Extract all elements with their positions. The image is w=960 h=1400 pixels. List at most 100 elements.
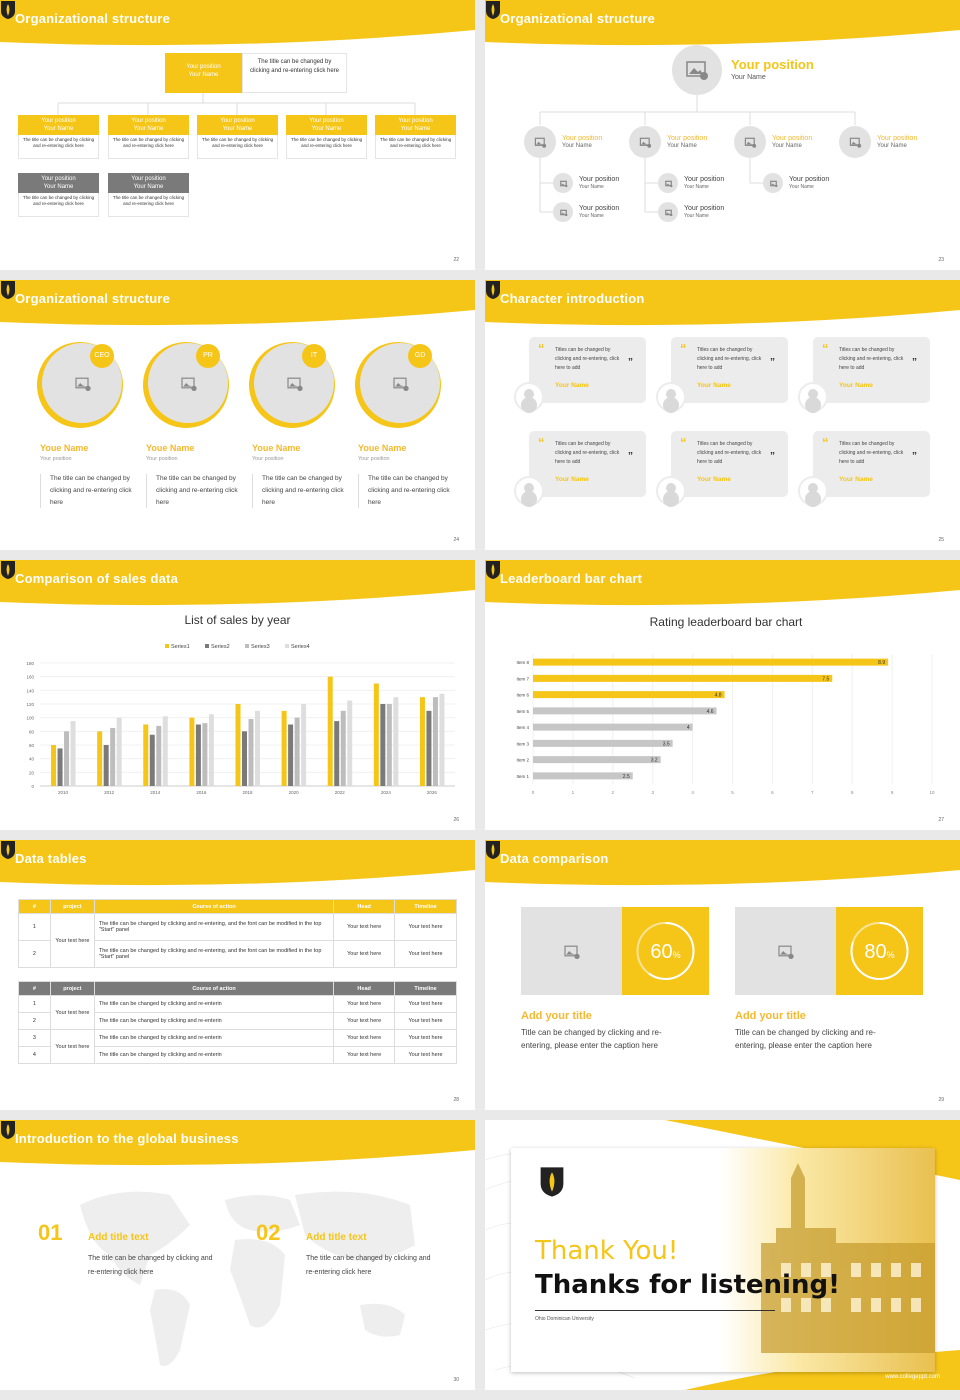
- bar-series1-2022[interactable]: [327, 676, 333, 786]
- bar-series3-2012[interactable]: [110, 727, 116, 786]
- col-header: Timeline: [394, 981, 457, 996]
- action-cell[interactable]: The title can be changed by clicking and…: [93, 1046, 335, 1064]
- bar-item-2[interactable]: [533, 756, 661, 764]
- bar-series2-2016[interactable]: [195, 724, 201, 787]
- x-tick-label: 9: [891, 790, 894, 795]
- head-cell[interactable]: Your text here: [333, 940, 396, 968]
- person-avatar[interactable]: [763, 173, 783, 193]
- bar-series3-2014[interactable]: [156, 725, 162, 786]
- bar-series2-2014[interactable]: [149, 734, 155, 786]
- website-url[interactable]: www.collegeppt.com: [885, 1374, 940, 1380]
- timeline-cell[interactable]: Your text here: [394, 940, 457, 968]
- project-cell[interactable]: Your text here: [49, 995, 95, 1030]
- bar-series2-2022[interactable]: [334, 721, 340, 786]
- action-cell[interactable]: The title can be changed by clicking and…: [93, 995, 335, 1013]
- timeline-cell[interactable]: Your text here: [394, 995, 457, 1013]
- bar-series3-2020[interactable]: [294, 717, 300, 786]
- image-placeholder[interactable]: [735, 907, 836, 995]
- position-box[interactable]: Your position Your Name: [286, 115, 367, 135]
- person-avatar[interactable]: [658, 173, 678, 193]
- bar-series3-2016[interactable]: [202, 723, 208, 786]
- timeline-cell[interactable]: Your text here: [394, 1046, 457, 1064]
- bar-series4-2012[interactable]: [116, 717, 122, 786]
- head-cell[interactable]: Your text here: [333, 995, 396, 1013]
- bar-series2-2024[interactable]: [380, 704, 386, 786]
- action-cell[interactable]: The title can be changed by clicking and…: [93, 1012, 335, 1030]
- bar-series4-2014[interactable]: [162, 716, 168, 786]
- top-position-box[interactable]: Your position Your Name: [165, 53, 242, 93]
- bar-item-7[interactable]: [533, 674, 833, 682]
- person-avatar[interactable]: [553, 173, 573, 193]
- quote-card[interactable]: “ Titles can be changed by clicking and r…: [813, 431, 930, 497]
- quote-card[interactable]: “ Titles can be changed by clicking and r…: [813, 337, 930, 403]
- project-cell[interactable]: Your text here: [49, 1029, 95, 1064]
- position-box[interactable]: Your position Your Name: [197, 115, 278, 135]
- action-cell[interactable]: The title can be changed by clicking and…: [93, 913, 335, 941]
- position-box[interactable]: Your position Your Name: [108, 115, 189, 135]
- top-avatar[interactable]: [672, 45, 722, 95]
- head-cell[interactable]: Your text here: [333, 913, 396, 941]
- quote-card[interactable]: “ Titles can be changed by clicking and r…: [671, 337, 788, 403]
- bar-item-8[interactable]: [533, 658, 889, 666]
- bar-series2-2010[interactable]: [57, 748, 63, 786]
- bar-series1-2024[interactable]: [373, 683, 379, 787]
- bar-series4-2018[interactable]: [255, 710, 260, 786]
- bar-series1-2018[interactable]: [235, 704, 241, 786]
- bar-item-6[interactable]: [533, 691, 725, 699]
- x-tick-label: 7: [811, 790, 814, 795]
- person-avatar[interactable]: [524, 126, 556, 158]
- person-avatar[interactable]: [658, 202, 678, 222]
- bar-series4-2016[interactable]: [208, 714, 214, 786]
- bar-series4-2020[interactable]: [301, 704, 307, 786]
- position-box[interactable]: Your position Your Name: [18, 115, 99, 135]
- bar-series1-2014[interactable]: [143, 724, 149, 787]
- person-avatar[interactable]: [629, 126, 661, 158]
- person-avatar[interactable]: [553, 202, 573, 222]
- position-box[interactable]: Your position Your Name: [18, 173, 99, 193]
- bar-series4-2022[interactable]: [347, 700, 353, 786]
- position-box[interactable]: Your position Your Name: [375, 115, 456, 135]
- bar-series2-2020[interactable]: [288, 724, 294, 787]
- table-row: 1 Your text here The title can be change…: [18, 913, 457, 968]
- y-tick-label: Item 7: [516, 676, 529, 681]
- timeline-cell[interactable]: Your text here: [394, 913, 457, 941]
- bar-series4-2010[interactable]: [70, 721, 76, 786]
- bar-item-5[interactable]: [533, 707, 717, 715]
- bar-series4-2024[interactable]: [393, 697, 399, 786]
- bar-series1-2020[interactable]: [281, 710, 287, 786]
- bar-series1-2026[interactable]: [419, 697, 425, 786]
- position-box[interactable]: Your position Your Name: [108, 173, 189, 193]
- quote-card[interactable]: “ Titles can be changed by clicking and r…: [671, 431, 788, 497]
- bar-series2-2026[interactable]: [426, 710, 432, 786]
- image-placeholder[interactable]: [521, 907, 622, 995]
- bar-series2-2012[interactable]: [103, 745, 109, 786]
- person-avatar[interactable]: [734, 126, 766, 158]
- bar-series3-2024[interactable]: [386, 704, 392, 786]
- bar-series1-2012[interactable]: [97, 731, 103, 786]
- action-cell[interactable]: The title can be changed by clicking and…: [93, 940, 335, 968]
- action-cell[interactable]: The title can be changed by clicking and…: [93, 1029, 335, 1047]
- bar-series3-2010[interactable]: [64, 731, 70, 786]
- y-tick-label: 0: [31, 784, 34, 789]
- quote-author: Your Name: [839, 382, 873, 389]
- bar-series1-2010[interactable]: [51, 745, 57, 786]
- bar-series3-2022[interactable]: [340, 710, 346, 786]
- head-cell[interactable]: Your text here: [333, 1012, 396, 1030]
- bar-item-3[interactable]: [533, 739, 673, 747]
- bar-item-1[interactable]: [533, 772, 633, 780]
- bar-series2-2018[interactable]: [242, 731, 247, 786]
- timeline-cell[interactable]: Your text here: [394, 1029, 457, 1047]
- bar-item-4[interactable]: [533, 723, 693, 731]
- quote-card[interactable]: “ Titles can be changed by clicking and r…: [529, 337, 646, 403]
- quote-card[interactable]: “ Titles can be changed by clicking and r…: [529, 431, 646, 497]
- bar-series1-2016[interactable]: [189, 717, 195, 786]
- role-badge: IT: [302, 344, 326, 368]
- project-cell[interactable]: Your text here: [49, 913, 95, 968]
- bar-series3-2026[interactable]: [432, 697, 438, 786]
- head-cell[interactable]: Your text here: [333, 1029, 396, 1047]
- head-cell[interactable]: Your text here: [333, 1046, 396, 1064]
- person-avatar[interactable]: [839, 126, 871, 158]
- bar-series3-2018[interactable]: [248, 719, 254, 786]
- bar-series4-2026[interactable]: [439, 693, 445, 786]
- timeline-cell[interactable]: Your text here: [394, 1012, 457, 1030]
